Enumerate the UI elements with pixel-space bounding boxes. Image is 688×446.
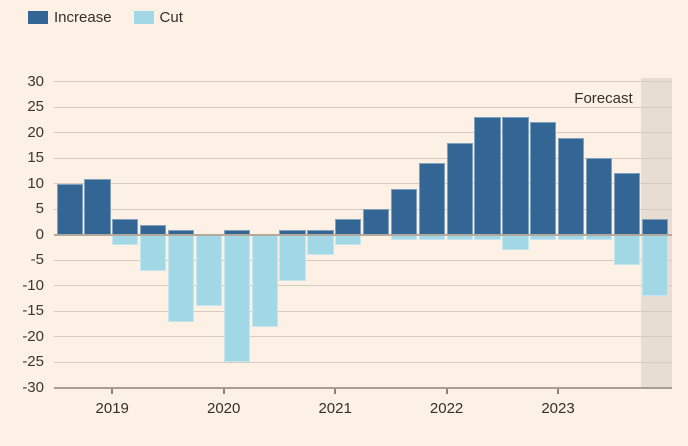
bar-increase-2018-q3 <box>56 183 83 235</box>
bar-increase-2022-q1 <box>446 142 473 235</box>
y-axis-label--20: -20 <box>22 327 44 345</box>
bar-cut-2021-q1 <box>335 234 362 245</box>
x-axis-label-2021: 2021 <box>318 400 352 417</box>
bar-cut-2019-q2 <box>140 234 167 271</box>
y-axis-label-15: 15 <box>27 149 44 167</box>
forecast-label: Forecast <box>574 90 633 107</box>
gridline--5 <box>54 259 672 261</box>
bar-increase-2023-q3 <box>613 173 641 235</box>
gridline-10 <box>54 183 672 185</box>
legend: Increase Cut <box>28 9 205 26</box>
x-axis-label-2020: 2020 <box>206 400 241 417</box>
bar-cut-2020-q4 <box>307 234 334 256</box>
y-axis-label-30: 30 <box>27 72 44 90</box>
y-axis-label--25: -25 <box>22 353 44 371</box>
y-axis-label-5: 5 <box>35 200 44 218</box>
y-axis-label-10: 10 <box>27 174 44 192</box>
bar-increase-2021-q3 <box>390 188 418 235</box>
bar-cut-2020-q1 <box>223 234 250 363</box>
bar-increase-2023-q1 <box>558 137 585 235</box>
bar-increase-2022-q2 <box>474 117 501 235</box>
bar-increase-2022-q4 <box>530 122 557 235</box>
y-axis-label--5: -5 <box>30 251 44 269</box>
bar-increase-2022-q3 <box>502 117 529 235</box>
x-axis-tick-2019 <box>111 389 114 394</box>
cut-legend-swatch <box>133 11 154 24</box>
bar-cut-2020-q2 <box>251 234 278 327</box>
zero-gridline <box>54 233 672 236</box>
bar-increase-2021-q1 <box>335 219 362 235</box>
gridline--20 <box>54 336 672 338</box>
x-axis-label-2019: 2019 <box>95 400 129 417</box>
bar-cut-2023-q3 <box>613 234 641 266</box>
gridline-20 <box>54 132 672 134</box>
x-axis-label-2023: 2023 <box>541 400 575 417</box>
gridline-30 <box>54 81 672 82</box>
y-axis-label-0: 0 <box>35 225 44 243</box>
gridline--15 <box>54 310 672 312</box>
bar-increase-2019-q1 <box>112 219 139 235</box>
bar-cut-2019-q4 <box>195 234 223 307</box>
bar-cut-2020-q3 <box>279 234 306 281</box>
x-axis-tick-2022 <box>445 389 448 394</box>
gridline--25 <box>54 361 672 363</box>
bar-cut-2022-q3 <box>502 234 529 251</box>
y-axis-label--10: -10 <box>22 276 44 294</box>
x-axis-label-2022: 2022 <box>429 400 464 417</box>
bar-increase-2021-q4 <box>418 163 445 235</box>
x-axis-tick-2020 <box>222 389 225 394</box>
cut-legend-label: Cut <box>159 9 183 26</box>
bar-increase-2023-q4 <box>641 219 668 235</box>
gridline--10 <box>54 285 672 287</box>
bar-increase-2023-q2 <box>585 158 613 235</box>
bar-increase-2021-q2 <box>363 209 390 235</box>
bar-increase-2018-q4 <box>84 178 111 235</box>
increase-legend-swatch <box>28 11 48 24</box>
y-axis-label-20: 20 <box>27 123 44 141</box>
bar-cut-2019-q1 <box>112 234 139 245</box>
x-axis-tick-2021 <box>334 389 337 394</box>
bar-cut-2023-q4 <box>641 234 668 297</box>
x-axis-tick-2023 <box>557 389 560 394</box>
gridline-25 <box>54 106 672 108</box>
y-axis-label-25: 25 <box>27 98 44 116</box>
y-axis-label--30: -30 <box>22 379 44 396</box>
gridline-15 <box>54 157 672 159</box>
y-axis-label--15: -15 <box>22 302 44 320</box>
increase-legend-label: Increase <box>54 9 112 26</box>
x-axis-line <box>54 387 672 389</box>
bar-cut-2019-q3 <box>167 234 195 322</box>
